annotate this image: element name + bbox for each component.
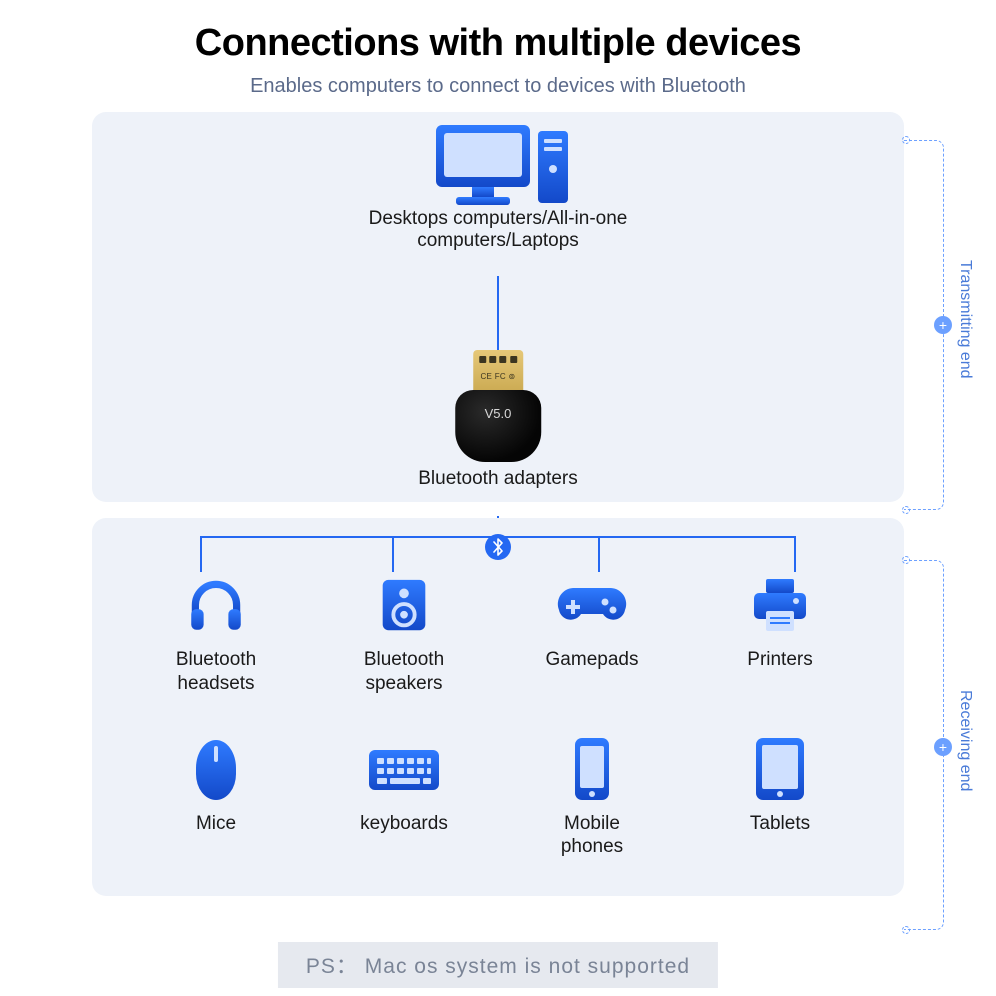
bluetooth-adapter-icon: CE FC ⊚ V5.0	[455, 350, 541, 462]
device-mice: Mice	[132, 736, 300, 860]
device-label: Tablets	[750, 812, 810, 836]
transmitting-panel: Desktops computers/All-in-one computers/…	[92, 112, 904, 502]
bracket-endpoint	[902, 136, 910, 144]
bracket-plus-icon: +	[934, 316, 952, 334]
device-label: Bluetoothspeakers	[364, 648, 444, 696]
device-label: keyboards	[360, 812, 448, 836]
device-tablets: Tablets	[696, 736, 864, 860]
connector-line-top	[497, 276, 499, 354]
device-phones: Mobilephones	[508, 736, 676, 860]
keyboard-icon	[365, 736, 443, 802]
adapter-cert-marks: CE FC ⊚	[473, 372, 523, 381]
adapter-label: Bluetooth adapters	[418, 468, 578, 490]
device-label: Mobilephones	[561, 812, 623, 860]
device-grid: Bluetoothheadsets Bluetoothspeakers	[132, 572, 864, 859]
device-label: Bluetoothheadsets	[176, 648, 256, 696]
tablet-icon	[752, 736, 808, 802]
bracket-endpoint	[902, 506, 910, 514]
computer-label: Desktops computers/All-in-one computers/…	[295, 208, 701, 252]
mouse-icon	[191, 736, 241, 802]
computer-icon	[295, 134, 701, 200]
bracket-endpoint	[902, 556, 910, 564]
device-headsets: Bluetoothheadsets	[132, 572, 300, 696]
device-gamepads: Gamepads	[508, 572, 676, 696]
page-subtitle: Enables computers to connect to devices …	[0, 75, 996, 98]
speaker-icon	[373, 572, 435, 638]
device-label: Printers	[747, 648, 812, 672]
device-label: Mice	[196, 812, 236, 836]
bracket-endpoint	[902, 926, 910, 934]
gamepad-icon	[555, 572, 629, 638]
receiving-panel: Bluetoothheadsets Bluetoothspeakers	[92, 518, 904, 896]
phone-icon	[571, 736, 613, 802]
page-title: Connections with multiple devices	[0, 0, 996, 65]
ps-footer-note: PS： Mac os system is not supported	[278, 942, 718, 988]
printer-icon	[747, 572, 813, 638]
device-speakers: Bluetoothspeakers	[320, 572, 488, 696]
bracket-plus-icon: +	[934, 738, 952, 756]
transmitting-end-label: Transmitting end	[956, 260, 974, 379]
device-label: Gamepads	[546, 648, 639, 672]
adapter-version-label: V5.0	[455, 406, 541, 421]
bluetooth-icon	[485, 534, 511, 560]
device-printers: Printers	[696, 572, 864, 696]
headphones-icon	[183, 572, 249, 638]
receiving-end-label: Receiving end	[956, 690, 974, 791]
device-keyboards: keyboards	[320, 736, 488, 860]
